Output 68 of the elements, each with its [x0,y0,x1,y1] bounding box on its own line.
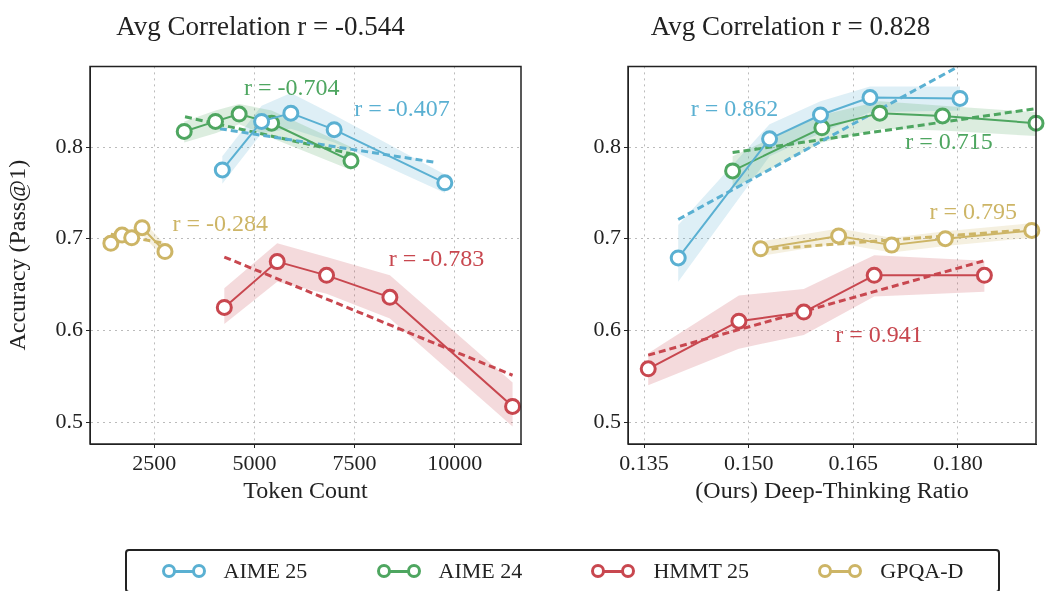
x-tick-label: 0.165 [828,449,879,475]
point [213,161,231,179]
point [883,236,901,254]
point [325,121,343,139]
x-tick-label: 5000 [232,449,277,475]
point [230,105,248,123]
x-tick-label: 7500 [332,449,377,475]
y-tick-label: 0.7 [593,224,621,250]
x-axis-title: (Ours) Deep-Thinking Ratio [695,476,969,503]
point [436,174,454,192]
y-tick-label: 0.7 [55,224,83,250]
y-tick-label: 0.6 [55,316,83,342]
annotation: r = -0.783 [388,245,485,272]
point [215,298,233,316]
point [951,89,969,107]
legend-label: GPQA-D [880,558,964,584]
point [936,230,954,248]
point [253,112,271,130]
point [504,397,522,415]
x-tick-label: 0.150 [723,449,774,475]
y-tick-label: 0.5 [55,407,83,433]
point [865,266,883,284]
point [639,360,657,378]
point [206,112,224,130]
y-tick-label: 0.8 [593,132,621,158]
point [724,162,742,180]
point [669,249,687,267]
point [830,227,848,245]
annotation: r = 0.941 [835,320,923,347]
legend-label: HMMT 25 [653,558,750,584]
point [871,104,889,122]
y-tick-label: 0.8 [55,132,83,158]
point [730,312,748,330]
annotation: r = 0.715 [905,128,993,155]
y-axis-title: Accuracy (Pass@1) [3,159,30,351]
point [102,234,120,252]
point [761,130,779,148]
annotation: r = -0.284 [172,209,268,236]
point [795,303,813,321]
y-tick-label: 0.6 [593,316,621,342]
legend-label: AIME 25 [223,558,308,584]
x-axis-title: Token Count [243,476,368,503]
point [175,122,193,140]
x-tick-label: 2500 [132,449,177,475]
point [133,219,151,237]
annotation: r = -0.407 [354,95,450,122]
point [381,288,399,306]
x-tick-label: 0.135 [619,449,669,475]
point [975,266,993,284]
point [268,253,286,271]
point [318,266,336,284]
point [752,240,770,258]
legend-label: AIME 24 [438,558,523,584]
point [123,229,141,247]
annotation: r = 0.862 [690,95,779,122]
x-tick-label: 0.180 [933,449,983,475]
chart-title: Avg Correlation r = -0.544 [116,11,406,42]
y-tick-label: 0.5 [593,407,621,433]
point [156,243,174,261]
point [342,152,360,170]
point [934,107,952,125]
chart-title: Avg Correlation r = 0.828 [650,11,931,42]
point [811,106,829,124]
point [282,104,300,122]
x-tick-label: 10000 [427,449,483,475]
annotation: r = 0.795 [929,198,1017,225]
annotation: r = -0.704 [243,73,340,100]
point [861,89,879,107]
